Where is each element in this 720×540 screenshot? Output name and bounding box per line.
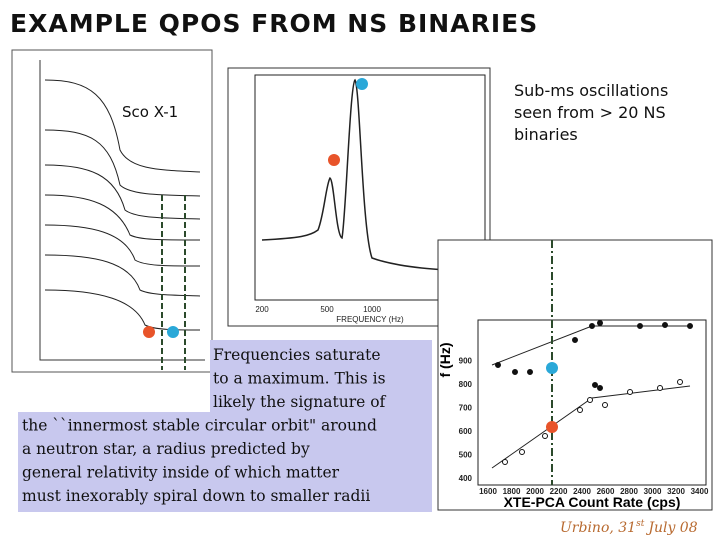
y-tick-label: 700 <box>459 404 473 413</box>
footer-date: July 08 <box>645 520 697 536</box>
textbox-line: Frequencies saturate <box>213 346 381 364</box>
point <box>602 402 608 408</box>
x-tick-label: 200 <box>255 305 269 314</box>
x-tick-label: 500 <box>320 305 334 314</box>
point <box>657 385 663 391</box>
point <box>589 323 595 329</box>
textbox-line: must inexorably spiral down to smaller r… <box>22 487 370 505</box>
x-tick-label: 3200 <box>667 487 685 496</box>
note-line: binaries <box>514 125 578 144</box>
spectrum <box>44 224 201 267</box>
x-axis-label: FREQUENCY (Hz) <box>336 315 404 324</box>
textbox-line: the ``innermost stable circular orbit" a… <box>22 417 377 435</box>
footer-place: Urbino, 31 <box>560 520 636 536</box>
spectrum <box>44 79 201 173</box>
axes <box>254 74 486 301</box>
point <box>687 323 693 329</box>
y-tick-label: 900 <box>459 357 473 366</box>
x-tick-label: 2200 <box>550 487 568 496</box>
textbox-line: likely the signature of <box>213 393 387 411</box>
axes <box>39 60 205 361</box>
textbox-bg <box>18 340 432 512</box>
point <box>512 369 518 375</box>
point <box>527 369 533 375</box>
axes <box>477 319 707 486</box>
point <box>542 433 548 439</box>
x-tick-label: 1800 <box>503 487 521 496</box>
data-points <box>495 320 693 465</box>
footer: Urbino, 31st July 08 <box>560 519 698 536</box>
point <box>597 385 603 391</box>
source-label: Sco X-1 <box>122 103 178 121</box>
upper-qpo-dot <box>546 362 558 374</box>
point <box>519 449 525 455</box>
x-tick-label: 3000 <box>644 487 662 496</box>
spectrum <box>44 194 201 241</box>
slide-title: Example QPOs from NS binaries <box>10 9 538 38</box>
note-line: seen from > 20 NS <box>514 103 666 122</box>
panel-frame <box>437 239 713 511</box>
point <box>637 323 643 329</box>
lower-qpo-dot <box>546 421 558 433</box>
x-tick-label: 2600 <box>597 487 615 496</box>
x-tick-label: 2400 <box>573 487 591 496</box>
y-tick-label: 400 <box>459 474 473 483</box>
spectrum <box>44 129 201 197</box>
y-tick-label: 600 <box>459 427 473 436</box>
point <box>597 320 603 326</box>
point <box>495 362 501 368</box>
note-line: Sub-ms oscillations <box>514 81 668 100</box>
point <box>677 379 683 385</box>
right-plot: 1600 1800 2000 2200 2400 2600 2800 3000 3200 3400… <box>437 239 713 511</box>
lower-qpo-dot <box>143 326 155 338</box>
textbox-line: general relativity inside of which matte… <box>22 464 340 482</box>
point <box>502 459 508 465</box>
spectrum <box>261 78 483 273</box>
x-tick-label: 1000 <box>363 305 381 314</box>
x-tick-label: 1600 <box>479 487 497 496</box>
upper-qpo-dot <box>356 78 368 90</box>
x-tick-label: 3400 <box>691 487 709 496</box>
textbox: Frequencies saturate to a maximum. This i… <box>22 346 387 505</box>
upper-qpo-dot <box>167 326 179 338</box>
left-plot: Sco X-1 <box>11 49 213 373</box>
x-tick-label: 2800 <box>620 487 638 496</box>
point <box>662 322 668 328</box>
x-tick-label: 2000 <box>526 487 544 496</box>
y-tick-label: 800 <box>459 380 473 389</box>
y-tick-label: 500 <box>459 451 473 460</box>
x-axis-label: XTE-PCA Count Rate (cps) <box>504 494 681 510</box>
point <box>592 382 598 388</box>
textbox-line: a neutron star, a radius predicted by <box>22 440 310 458</box>
y-axis-label: f (Hz) <box>437 343 453 378</box>
point <box>572 337 578 343</box>
spectrum <box>44 164 201 220</box>
lower-qpo-dot <box>328 154 340 166</box>
point <box>587 397 593 403</box>
footer-sup: st <box>636 519 645 529</box>
label-bg <box>118 98 190 124</box>
spectrum <box>44 254 201 297</box>
textbox-line: to a maximum. This is <box>213 370 386 388</box>
point <box>627 389 633 395</box>
point <box>577 407 583 413</box>
